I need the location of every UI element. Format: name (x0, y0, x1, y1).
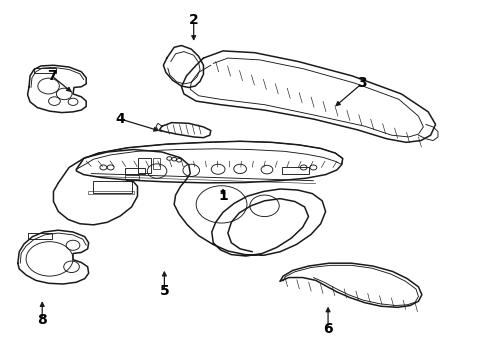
Bar (27, 233, 52, 239)
Text: 2: 2 (189, 13, 198, 27)
Bar (88, 192, 134, 194)
Bar (139, 158, 151, 173)
Text: 8: 8 (37, 313, 47, 327)
Text: 5: 5 (160, 284, 169, 298)
Bar (125, 175, 139, 179)
Text: 6: 6 (323, 322, 333, 336)
Bar (93, 181, 132, 193)
Bar (153, 158, 160, 169)
Text: 4: 4 (116, 112, 125, 126)
Bar (282, 167, 309, 174)
Text: 7: 7 (47, 69, 57, 83)
Text: 3: 3 (357, 76, 367, 90)
Bar (125, 168, 145, 174)
Text: 1: 1 (218, 189, 228, 203)
Bar (34, 68, 56, 73)
